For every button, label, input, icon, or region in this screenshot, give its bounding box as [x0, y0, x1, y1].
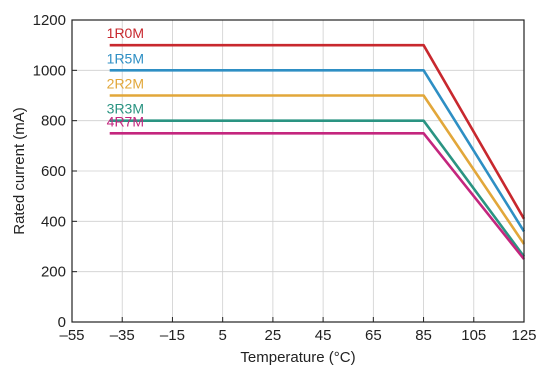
x-tick-label: 85	[415, 327, 432, 344]
y-axis-title: Rated current (mA)	[11, 107, 28, 235]
series-line-1r5m	[109, 69, 526, 233]
y-tick-label: 600	[41, 163, 66, 180]
x-tick-label: –15	[160, 327, 185, 344]
series-label-4r7m: 4R7M	[107, 113, 144, 129]
x-tick-label: 25	[265, 327, 282, 344]
x-axis-title: Temperature (°C)	[240, 349, 355, 366]
y-tick-label: 200	[41, 264, 66, 281]
y-tick-label: 800	[41, 113, 66, 130]
x-tick-label: 5	[218, 327, 226, 344]
y-tick-label: 400	[41, 213, 66, 230]
series-label-2r2m: 2R2M	[107, 76, 144, 92]
tick-labels: –55 –35 –15 5 25 45 65 85 105 125 0 200 400 600 800 100…	[33, 12, 537, 344]
y-tick-label: 0	[58, 314, 66, 331]
y-tick-label: 1000	[33, 62, 66, 79]
x-tick-label: 45	[315, 327, 332, 344]
x-tick-label: 125	[511, 327, 536, 344]
series-label-3r3m: 3R3M	[107, 101, 144, 117]
series-label-1r5m: 1R5M	[107, 50, 144, 66]
series-line-1r0m	[109, 43, 526, 220]
series-lines	[109, 43, 526, 260]
series-label-1r0m: 1R0M	[107, 25, 144, 41]
y-tick-label: 1200	[33, 12, 66, 29]
x-tick-label: –55	[59, 327, 84, 344]
x-tick-label: –35	[110, 327, 135, 344]
x-tick-label: 65	[365, 327, 382, 344]
series-line-2r2m	[109, 94, 526, 245]
x-tick-label: 105	[461, 327, 486, 344]
series-line-4r7m	[109, 132, 526, 260]
series-line-3r3m	[109, 119, 526, 258]
